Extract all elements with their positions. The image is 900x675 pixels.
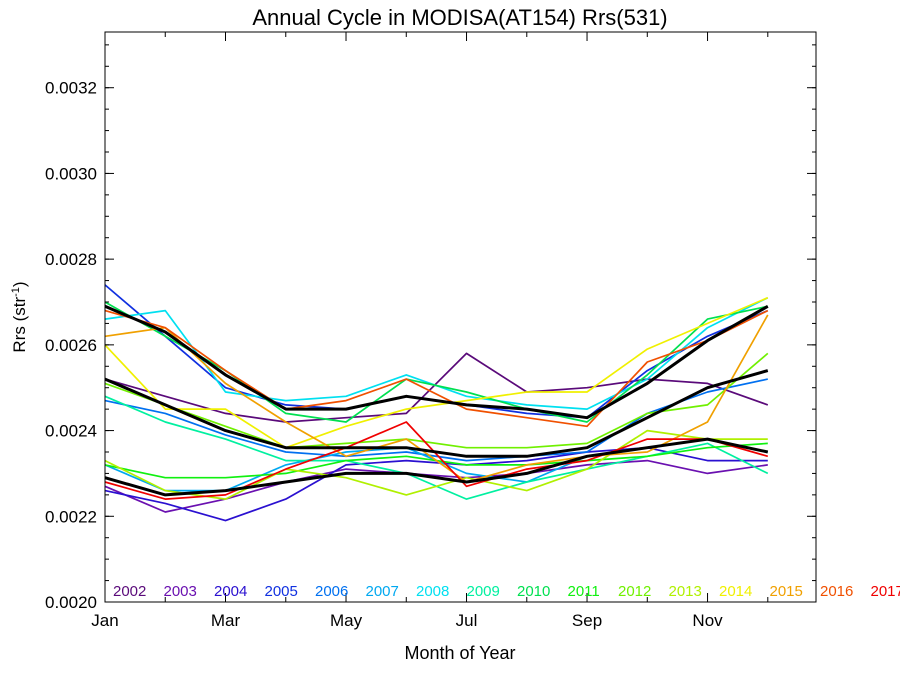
y-axis-label: Rrs (str-1) (10, 281, 29, 352)
series-line (104, 459, 768, 513)
climatology-line (104, 304, 769, 420)
series-line (104, 395, 769, 500)
x-tick-label: Sep (572, 611, 602, 630)
x-axis-label: Month of Year (404, 643, 515, 663)
legend-item: 2016 (820, 583, 853, 600)
y-tick-label: 0.0022 (45, 507, 97, 526)
series-line (104, 421, 769, 500)
chart-title: Annual Cycle in MODISA(AT154) Rrs(531) (252, 5, 667, 30)
y-tick-label: 0.0020 (45, 593, 97, 612)
series-line (104, 446, 768, 522)
series-line (104, 378, 768, 462)
y-axis: 0.0020 0.0022 0.0024 0.0026 0.0028 0.0030 0.00… (45, 44, 816, 612)
y-axis-label-sup: -1 (10, 287, 22, 297)
climatology-line (104, 437, 769, 497)
series-line (104, 301, 768, 423)
legend-item: 2012 (618, 583, 651, 600)
legend-item: 2003 (164, 583, 197, 600)
legend-item: 2005 (265, 583, 298, 600)
legend-item: 2014 (719, 583, 752, 600)
legend-item: 2002 (113, 583, 146, 600)
series-line (104, 309, 769, 428)
x-tick-label: Mar (211, 611, 241, 630)
y-tick-label: 0.0030 (45, 164, 97, 183)
legend-item: 2004 (214, 583, 247, 600)
legend-item: 2015 (770, 583, 803, 600)
series-line (104, 352, 769, 423)
x-tick-label: Nov (692, 611, 723, 630)
climatology-line (104, 369, 769, 458)
legend-item: 2007 (366, 583, 399, 600)
x-axis: Jan Mar May Jul Sep Nov (91, 32, 769, 630)
plot-lines (104, 284, 769, 522)
legend-item: 2013 (669, 583, 702, 600)
x-tick-label: May (330, 611, 363, 630)
x-tick-label: Jan (91, 611, 118, 630)
legend-item: 2011 (568, 583, 600, 600)
y-axis-label-tail: ) (10, 281, 29, 287)
x-tick-label: Jul (456, 611, 478, 630)
y-tick-label: 0.0026 (45, 336, 97, 355)
series-line (104, 284, 769, 419)
y-tick-label: 0.0028 (45, 250, 97, 269)
series-line (104, 296, 769, 410)
legend-item: 2006 (315, 583, 348, 600)
legend-item: 2008 (416, 583, 449, 600)
legend-item: 2010 (517, 583, 550, 600)
series-line (104, 296, 769, 449)
legend-item: 2017 (871, 583, 900, 600)
legend-item: 2009 (467, 583, 500, 600)
series-line (104, 429, 768, 500)
y-tick-label: 0.0024 (45, 422, 97, 441)
y-axis-label-main: Rrs (str (10, 297, 29, 353)
y-tick-label: 0.0032 (45, 79, 97, 98)
plot-frame (104, 31, 817, 603)
legend: 2002 2003 2004 2005 2006 2007 2008 2009 2010 2011… (113, 583, 900, 600)
